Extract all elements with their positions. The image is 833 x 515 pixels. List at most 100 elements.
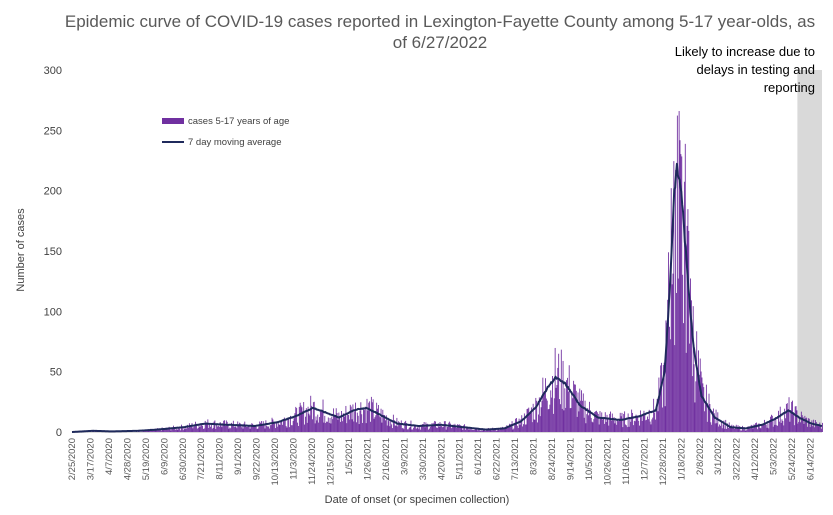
case-bar [494, 430, 495, 432]
annotation-line-1: Likely to increase due to [675, 44, 815, 59]
case-bar [769, 420, 771, 432]
case-bar [385, 415, 387, 432]
case-bar [454, 423, 456, 432]
x-tick-label: 4/7/2020 [104, 438, 115, 475]
case-bar [449, 421, 451, 432]
case-bar [521, 415, 523, 432]
case-bar [395, 425, 397, 432]
case-bar [624, 411, 626, 432]
case-bar [164, 429, 166, 432]
case-bar [609, 413, 611, 432]
case-bar [780, 422, 782, 432]
case-bar [356, 412, 358, 432]
case-bar [713, 413, 715, 432]
case-bar [223, 420, 225, 432]
case-bar [447, 427, 449, 432]
case-bar [572, 398, 574, 432]
case-bar [466, 427, 468, 432]
case-bar [432, 424, 434, 432]
case-bar [285, 426, 287, 432]
case-bar [428, 428, 430, 432]
case-bar [775, 417, 777, 432]
case-bar [343, 416, 345, 432]
case-bar [242, 428, 244, 432]
y-tick-label: 0 [56, 427, 62, 439]
case-bar [371, 402, 373, 432]
x-tick-label: 8/24/2021 [547, 438, 558, 480]
x-tick-label: 6/22/2021 [492, 438, 503, 480]
case-bar [354, 411, 356, 432]
case-bar [692, 306, 694, 432]
case-bar [694, 402, 696, 432]
case-bar [436, 427, 438, 432]
case-bar [742, 429, 744, 432]
case-bar [792, 414, 794, 432]
case-bar [450, 423, 451, 432]
case-bar [734, 426, 736, 432]
case-bar [297, 426, 299, 432]
y-tick-label: 100 [44, 306, 62, 318]
case-bar [214, 420, 216, 432]
case-bar [587, 408, 589, 432]
case-bar [820, 425, 822, 432]
case-bar [414, 424, 416, 432]
case-bar [428, 429, 429, 432]
case-bar [256, 429, 258, 432]
case-bar [631, 409, 633, 432]
case-bar [543, 392, 545, 432]
case-bar [579, 388, 581, 432]
case-bar [430, 425, 432, 432]
case-bar [767, 423, 769, 432]
case-bar [195, 421, 196, 432]
case-bar [174, 429, 176, 432]
case-bar [185, 425, 187, 432]
case-bar [698, 374, 700, 432]
legend-label-cases: cases 5-17 years of age [188, 116, 289, 127]
x-tick-label: 3/17/2020 [86, 438, 97, 480]
case-bar [298, 406, 300, 432]
case-bar [493, 429, 495, 432]
case-bar [733, 425, 735, 432]
case-bar [794, 406, 796, 432]
case-bar [582, 393, 584, 432]
case-bar [679, 140, 681, 432]
x-tick-label: 8/3/2021 [529, 438, 540, 475]
case-bar [170, 430, 172, 432]
case-bar [544, 392, 546, 432]
case-bar [176, 429, 178, 432]
case-bar [433, 422, 435, 432]
case-bar [440, 426, 442, 432]
case-bar [490, 428, 492, 432]
case-bar [598, 424, 600, 432]
case-bar [420, 429, 422, 432]
case-bar [287, 419, 289, 432]
case-bar [811, 420, 813, 432]
case-bar [254, 425, 255, 432]
case-bar [365, 423, 367, 432]
case-bar [377, 408, 378, 432]
case-bar [660, 365, 662, 432]
case-bar [533, 419, 535, 432]
case-bar [705, 384, 707, 432]
case-bar [396, 417, 398, 432]
x-tick-label: 4/20/2021 [436, 438, 447, 480]
case-bar [676, 115, 678, 432]
case-bar [480, 430, 482, 432]
case-bar [670, 188, 672, 432]
case-bar [539, 416, 541, 432]
case-bar [508, 427, 509, 432]
case-bar [271, 417, 273, 432]
case-bar [274, 422, 276, 432]
x-tick-label: 8/11/2020 [215, 438, 226, 480]
case-bar [196, 428, 198, 432]
case-bar [629, 418, 631, 432]
case-bar [265, 420, 267, 432]
x-tick-label: 2/8/2022 [695, 438, 706, 475]
case-bar [290, 415, 291, 432]
case-bar [822, 422, 823, 432]
case-bar [248, 425, 250, 432]
case-bar [393, 420, 395, 432]
case-bar [308, 413, 310, 432]
case-bar [257, 428, 259, 432]
case-bar [205, 424, 207, 432]
